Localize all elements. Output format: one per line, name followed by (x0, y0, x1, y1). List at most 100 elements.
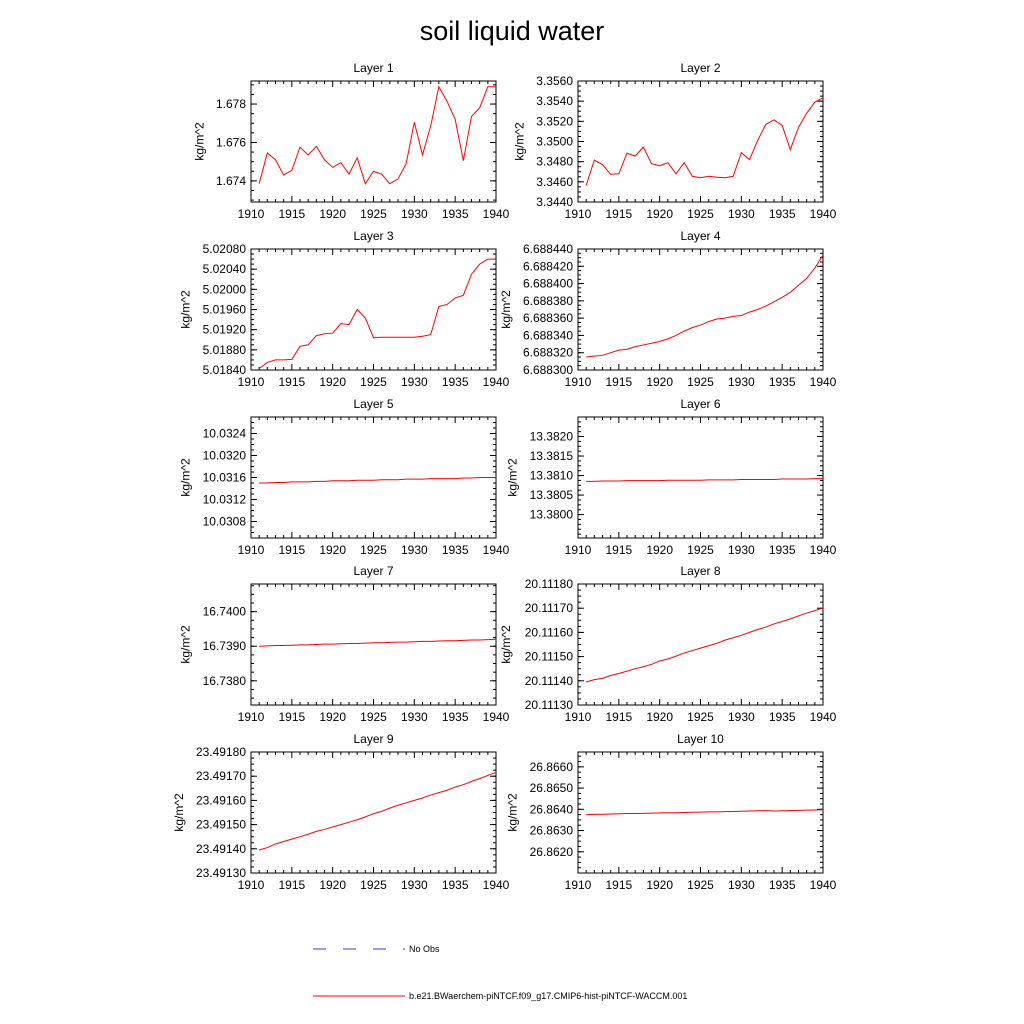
y-tick-label: 3.3520 (536, 114, 573, 128)
x-tick-label: 1915 (605, 710, 632, 724)
x-tick-label: 1910 (565, 710, 592, 724)
x-tick-label: 1940 (483, 710, 510, 724)
x-tick-label: 1935 (442, 543, 469, 557)
x-tick-label: 1930 (401, 543, 428, 557)
x-tick-label: 1935 (769, 207, 796, 221)
y-tick-label: 23.49160 (196, 793, 246, 807)
x-tick-label: 1935 (769, 543, 796, 557)
x-tick-label: 1935 (442, 710, 469, 724)
y-axis-label: kg/m^2 (172, 793, 186, 832)
y-tick-label: 5.02000 (203, 282, 247, 296)
plot-frame (577, 583, 824, 706)
x-tick-label: 1940 (810, 710, 837, 724)
y-axis-label: kg/m^2 (506, 793, 520, 832)
y-axis-label: kg/m^2 (499, 290, 513, 329)
x-tick-label: 1930 (728, 207, 755, 221)
y-tick-label: 26.8640 (530, 802, 574, 816)
y-tick-label: 6.688380 (523, 294, 573, 308)
y-tick-label: 5.02080 (203, 242, 247, 256)
y-tick-label: 6.688320 (523, 346, 573, 360)
panel-title: Layer 5 (353, 397, 393, 411)
y-tick-label: 26.8630 (530, 824, 574, 838)
x-tick-label: 1920 (319, 207, 346, 221)
y-tick-label: 13.3805 (530, 488, 574, 502)
y-tick-label: 5.01920 (203, 323, 247, 337)
x-tick-label: 1915 (278, 878, 305, 892)
y-tick-label: 20.11150 (525, 650, 574, 664)
x-tick-label: 1915 (605, 207, 632, 221)
y-tick-label: 5.01960 (203, 303, 247, 317)
y-tick-label: 6.688360 (523, 311, 573, 325)
y-tick-label: 3.3460 (536, 175, 573, 189)
x-tick-label: 1910 (565, 207, 592, 221)
x-tick-label: 1940 (483, 543, 510, 557)
y-axis-label: kg/m^2 (193, 122, 207, 161)
y-axis-label: kg/m^2 (506, 458, 520, 497)
series-line (259, 477, 496, 484)
panel-layer-10: Layer 10 1910 1915 1920 1925 1930 1935 1940 26.8… (506, 732, 837, 892)
y-tick-label: 23.49180 (196, 745, 246, 759)
panel-layer-5: Layer 5 1910 1915 1920 1925 1930 1935 1940 10.03… (179, 397, 510, 557)
y-tick-label: 5.01840 (203, 363, 247, 377)
x-tick-label: 1925 (687, 710, 714, 724)
y-tick-label: 23.49170 (196, 769, 246, 783)
series-line (586, 607, 824, 683)
panel-title: Layer 3 (353, 229, 393, 243)
x-tick-label: 1910 (238, 878, 265, 892)
x-tick-label: 1925 (687, 543, 714, 557)
plot-frame (577, 80, 824, 203)
x-tick-label: 1915 (278, 375, 305, 389)
x-tick-label: 1920 (646, 543, 673, 557)
panel-layer-6: Layer 6 1910 1915 1920 1925 1930 1935 1940 13.38… (506, 397, 837, 557)
panel-layer-3: Layer 3 1910 1915 1920 1925 1930 1935 1940 5.018… (179, 229, 510, 389)
x-tick-label: 1920 (646, 207, 673, 221)
y-tick-label: 1.678 (216, 97, 246, 111)
panel-layer-2: Layer 2 1910 1915 1920 1925 1930 1935 1940 3.344… (513, 61, 837, 221)
y-tick-label: 6.688400 (523, 277, 573, 291)
x-tick-label: 1935 (769, 710, 796, 724)
y-axis-label: kg/m^2 (499, 625, 513, 664)
y-tick-label: 23.49130 (196, 866, 246, 880)
x-tick-label: 1910 (565, 543, 592, 557)
panel-title: Layer 10 (677, 732, 724, 746)
x-tick-label: 1925 (360, 878, 387, 892)
x-tick-label: 1930 (401, 710, 428, 724)
panel-layer-4: Layer 4 1910 1915 1920 1925 1930 1935 1940 6.688… (499, 229, 837, 389)
panel-title: Layer 1 (353, 61, 393, 75)
x-tick-label: 1925 (360, 375, 387, 389)
series-line (585, 97, 824, 186)
x-tick-label: 1920 (319, 878, 346, 892)
y-tick-label: 13.3820 (530, 430, 574, 444)
y-tick-label: 10.0324 (203, 427, 247, 441)
y-tick-label: 10.0308 (203, 515, 247, 529)
x-tick-label: 1940 (483, 375, 510, 389)
y-axis-label: kg/m^2 (179, 458, 193, 497)
y-tick-label: 16.7390 (203, 639, 247, 653)
x-tick-label: 1935 (442, 878, 469, 892)
x-tick-label: 1940 (483, 878, 510, 892)
x-tick-label: 1915 (605, 375, 632, 389)
panel-layer-9: Layer 9 1910 1915 1920 1925 1930 1935 1940 23.49… (172, 732, 510, 892)
y-tick-label: 16.7380 (203, 674, 247, 688)
x-tick-label: 1915 (278, 710, 305, 724)
y-tick-label: 20.11140 (525, 674, 574, 688)
y-tick-label: 3.3540 (536, 94, 573, 108)
x-tick-label: 1910 (565, 375, 592, 389)
x-tick-label: 1940 (810, 543, 837, 557)
x-tick-label: 1915 (605, 878, 632, 892)
y-tick-label: 13.3810 (530, 469, 574, 483)
panels: Layer 1 1910 1915 1920 1925 1930 1935 1940 1.674… (172, 61, 837, 892)
x-tick-label: 1915 (278, 543, 305, 557)
x-tick-label: 1910 (238, 710, 265, 724)
y-tick-label: 26.8650 (530, 781, 574, 795)
y-tick-label: 6.688440 (523, 242, 573, 256)
x-tick-label: 1935 (769, 878, 796, 892)
x-tick-label: 1910 (238, 207, 265, 221)
y-tick-label: 6.688300 (523, 363, 573, 377)
legend: No Obs b.e21.BWaerchem-piNTCF.f09_g17.CM… (313, 944, 687, 1001)
x-tick-label: 1930 (401, 207, 428, 221)
x-tick-label: 1925 (360, 207, 387, 221)
y-tick-label: 20.11130 (525, 698, 574, 712)
series-line (586, 478, 823, 482)
